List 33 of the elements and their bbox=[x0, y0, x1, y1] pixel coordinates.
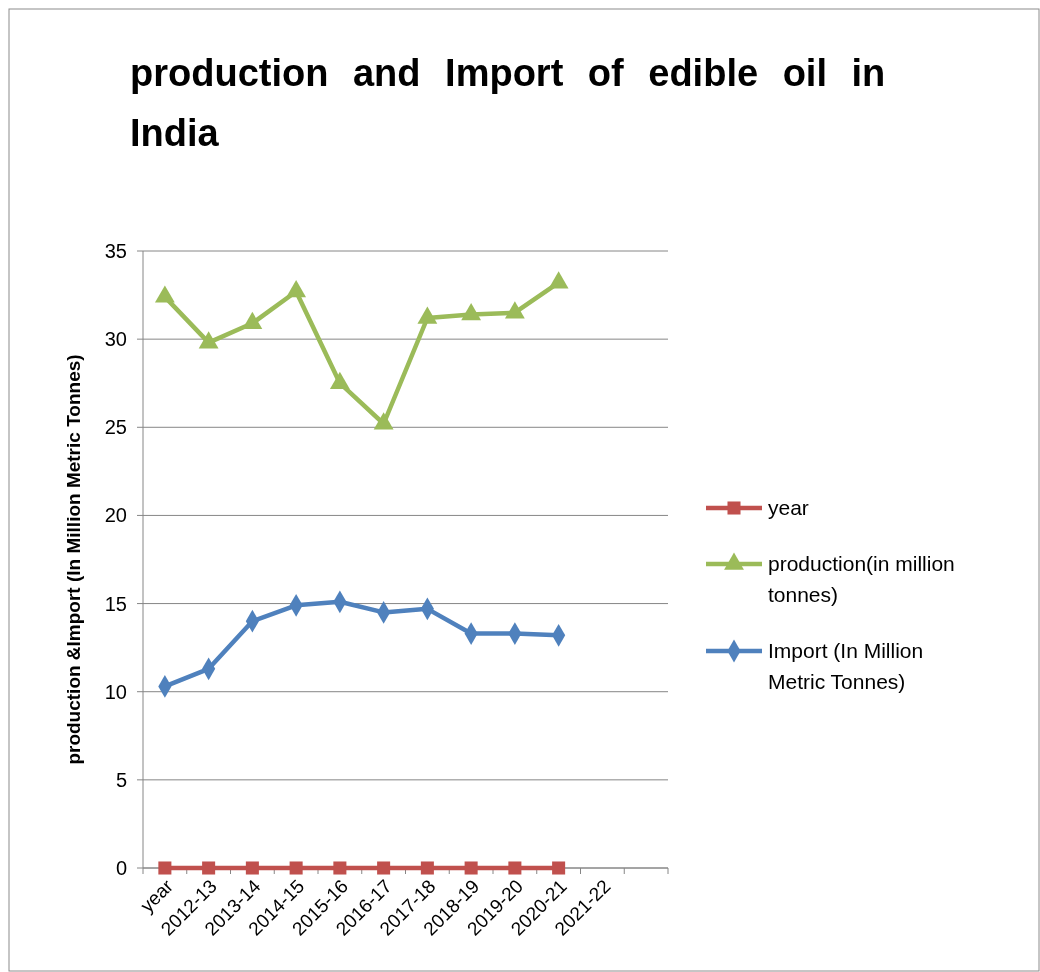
point bbox=[242, 311, 263, 329]
legend-label: production(in million tonnes) bbox=[768, 552, 955, 607]
point bbox=[154, 285, 175, 303]
point bbox=[552, 861, 566, 875]
point bbox=[289, 861, 303, 875]
y-tick-label: 30 bbox=[104, 328, 127, 351]
point bbox=[417, 306, 438, 324]
legend-label: year bbox=[768, 496, 809, 520]
point bbox=[377, 861, 391, 875]
point bbox=[245, 861, 259, 875]
y-tick-label: 35 bbox=[104, 240, 127, 262]
point bbox=[461, 303, 482, 321]
point bbox=[329, 371, 350, 389]
y-axis-title: production &Import (In Million Metric Tonnes) bbox=[63, 354, 84, 765]
y-tick-label: 25 bbox=[104, 416, 127, 439]
point bbox=[198, 331, 219, 349]
chart-title: production and Import of edible oil in India bbox=[130, 52, 886, 154]
y-tick-label: 5 bbox=[115, 768, 127, 791]
point bbox=[548, 271, 569, 289]
point bbox=[333, 861, 347, 875]
y-tick-label: 0 bbox=[115, 857, 127, 879]
point bbox=[504, 301, 525, 319]
y-tick-label: 20 bbox=[104, 504, 127, 527]
point bbox=[420, 861, 434, 875]
point bbox=[286, 280, 307, 298]
point bbox=[464, 861, 478, 875]
point bbox=[158, 861, 172, 875]
y-tick-label: 10 bbox=[104, 680, 127, 703]
legend-label: Import (In Million Metric Tonnes) bbox=[768, 639, 924, 694]
y-tick-label: 15 bbox=[104, 592, 127, 615]
point bbox=[508, 861, 522, 875]
point bbox=[373, 412, 394, 430]
point bbox=[202, 861, 216, 875]
